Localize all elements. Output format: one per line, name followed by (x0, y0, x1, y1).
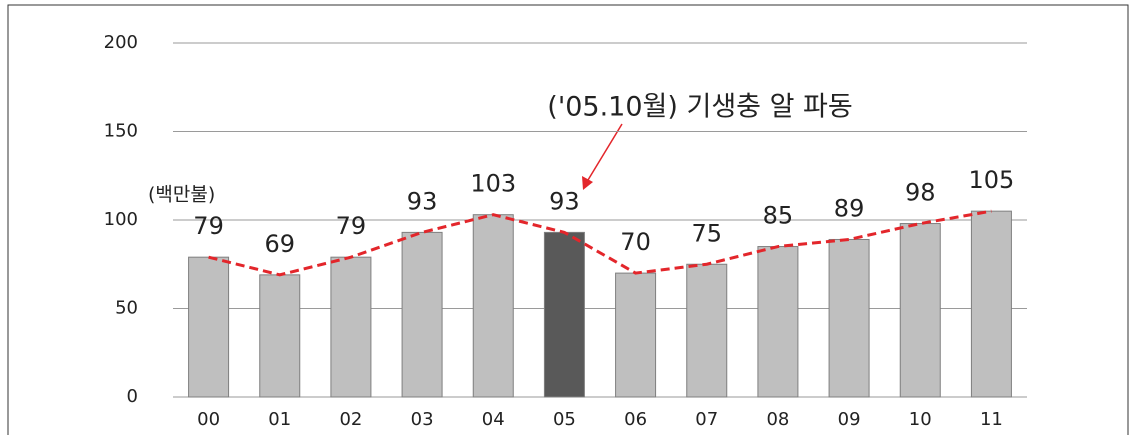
bar (543, 231, 585, 398)
annotation-arrow (582, 123, 623, 190)
bar (188, 256, 230, 398)
bar (970, 210, 1012, 398)
value-label: 79 (193, 212, 224, 240)
value-label: 79 (336, 212, 367, 240)
value-label: 103 (470, 170, 516, 198)
value-label: 93 (549, 187, 580, 215)
x-tick-label: 07 (695, 409, 718, 430)
x-tick-label: 04 (482, 409, 505, 430)
value-label: 93 (407, 187, 438, 215)
y-tick-label: 50 (115, 298, 138, 319)
value-label: 75 (691, 219, 722, 247)
bar (330, 256, 372, 398)
x-tick-label: 02 (339, 409, 362, 430)
x-tick-label: 03 (411, 409, 434, 430)
bar (401, 231, 443, 398)
value-label: 89 (834, 194, 865, 222)
value-label: 69 (264, 230, 295, 258)
value-label: 105 (969, 166, 1015, 194)
y-tick-label: 200 (104, 32, 138, 53)
bar (615, 272, 657, 398)
frame (7, 4, 1129, 435)
value-label: 98 (905, 179, 936, 207)
x-tick-label: 00 (197, 409, 220, 430)
y-tick-label: 150 (104, 121, 138, 142)
x-tick-label: 11 (980, 409, 1003, 430)
bar (472, 214, 514, 398)
x-tick-label: 05 (553, 409, 576, 430)
value-label: 85 (763, 202, 794, 230)
x-tick-label: 08 (766, 409, 789, 430)
x-tick-label: 06 (624, 409, 647, 430)
unit-label: (백만불) (148, 184, 215, 206)
x-tick-label: 09 (838, 409, 861, 430)
bar (828, 238, 870, 398)
x-tick-label: 01 (268, 409, 291, 430)
annotation: ('05.10월) 기생충 알 파동 (547, 92, 852, 123)
trend-line (208, 209, 992, 277)
x-tick-label: 10 (909, 409, 932, 430)
value-label: 70 (620, 228, 651, 256)
y-tick-label: 0 (127, 386, 138, 407)
bar (259, 274, 301, 398)
bar (686, 263, 728, 398)
bar (899, 223, 941, 398)
bar (757, 246, 799, 398)
y-tick-label: 100 (104, 209, 138, 230)
